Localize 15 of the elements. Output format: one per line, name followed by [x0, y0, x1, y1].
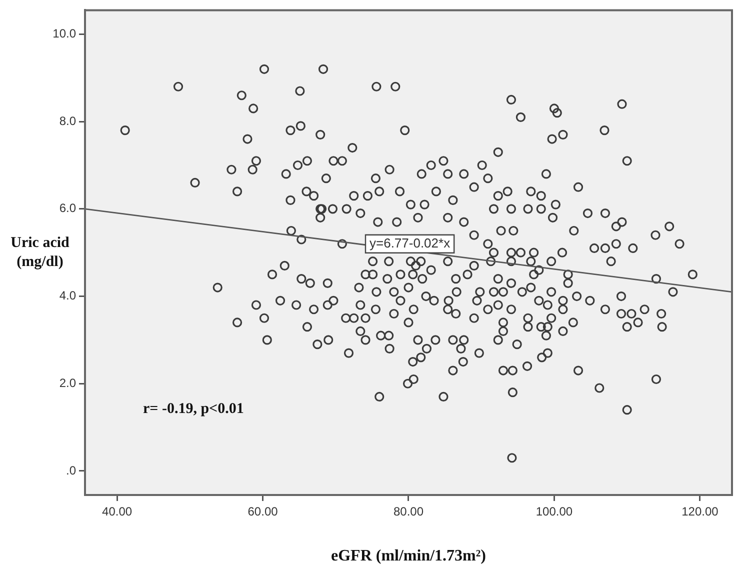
annotation: r= -0.19, p<0.01: [143, 400, 244, 417]
x-tick-label: 100.00: [536, 504, 573, 519]
x-tick-label: 60.00: [248, 504, 278, 519]
y-tick-label: 10.0: [52, 26, 76, 41]
x-axis-title: eGFR (ml/min/1.73m²): [331, 548, 486, 565]
y-tick-label: 8.0: [59, 114, 76, 128]
annotation: y=6.77-0.02*x: [369, 235, 451, 250]
x-tick-label: 120.00: [682, 504, 719, 519]
y-tick-label: 4.0: [59, 288, 76, 303]
y-tick-label: .0: [66, 463, 76, 478]
y-tick-label: 6.0: [59, 201, 76, 216]
y-tick-label: 2.0: [59, 376, 76, 390]
x-tick-label: 40.00: [102, 504, 132, 519]
y-axis-title: Uric acid (mg/dl): [10, 234, 70, 270]
x-tick-label: 80.00: [393, 504, 424, 519]
